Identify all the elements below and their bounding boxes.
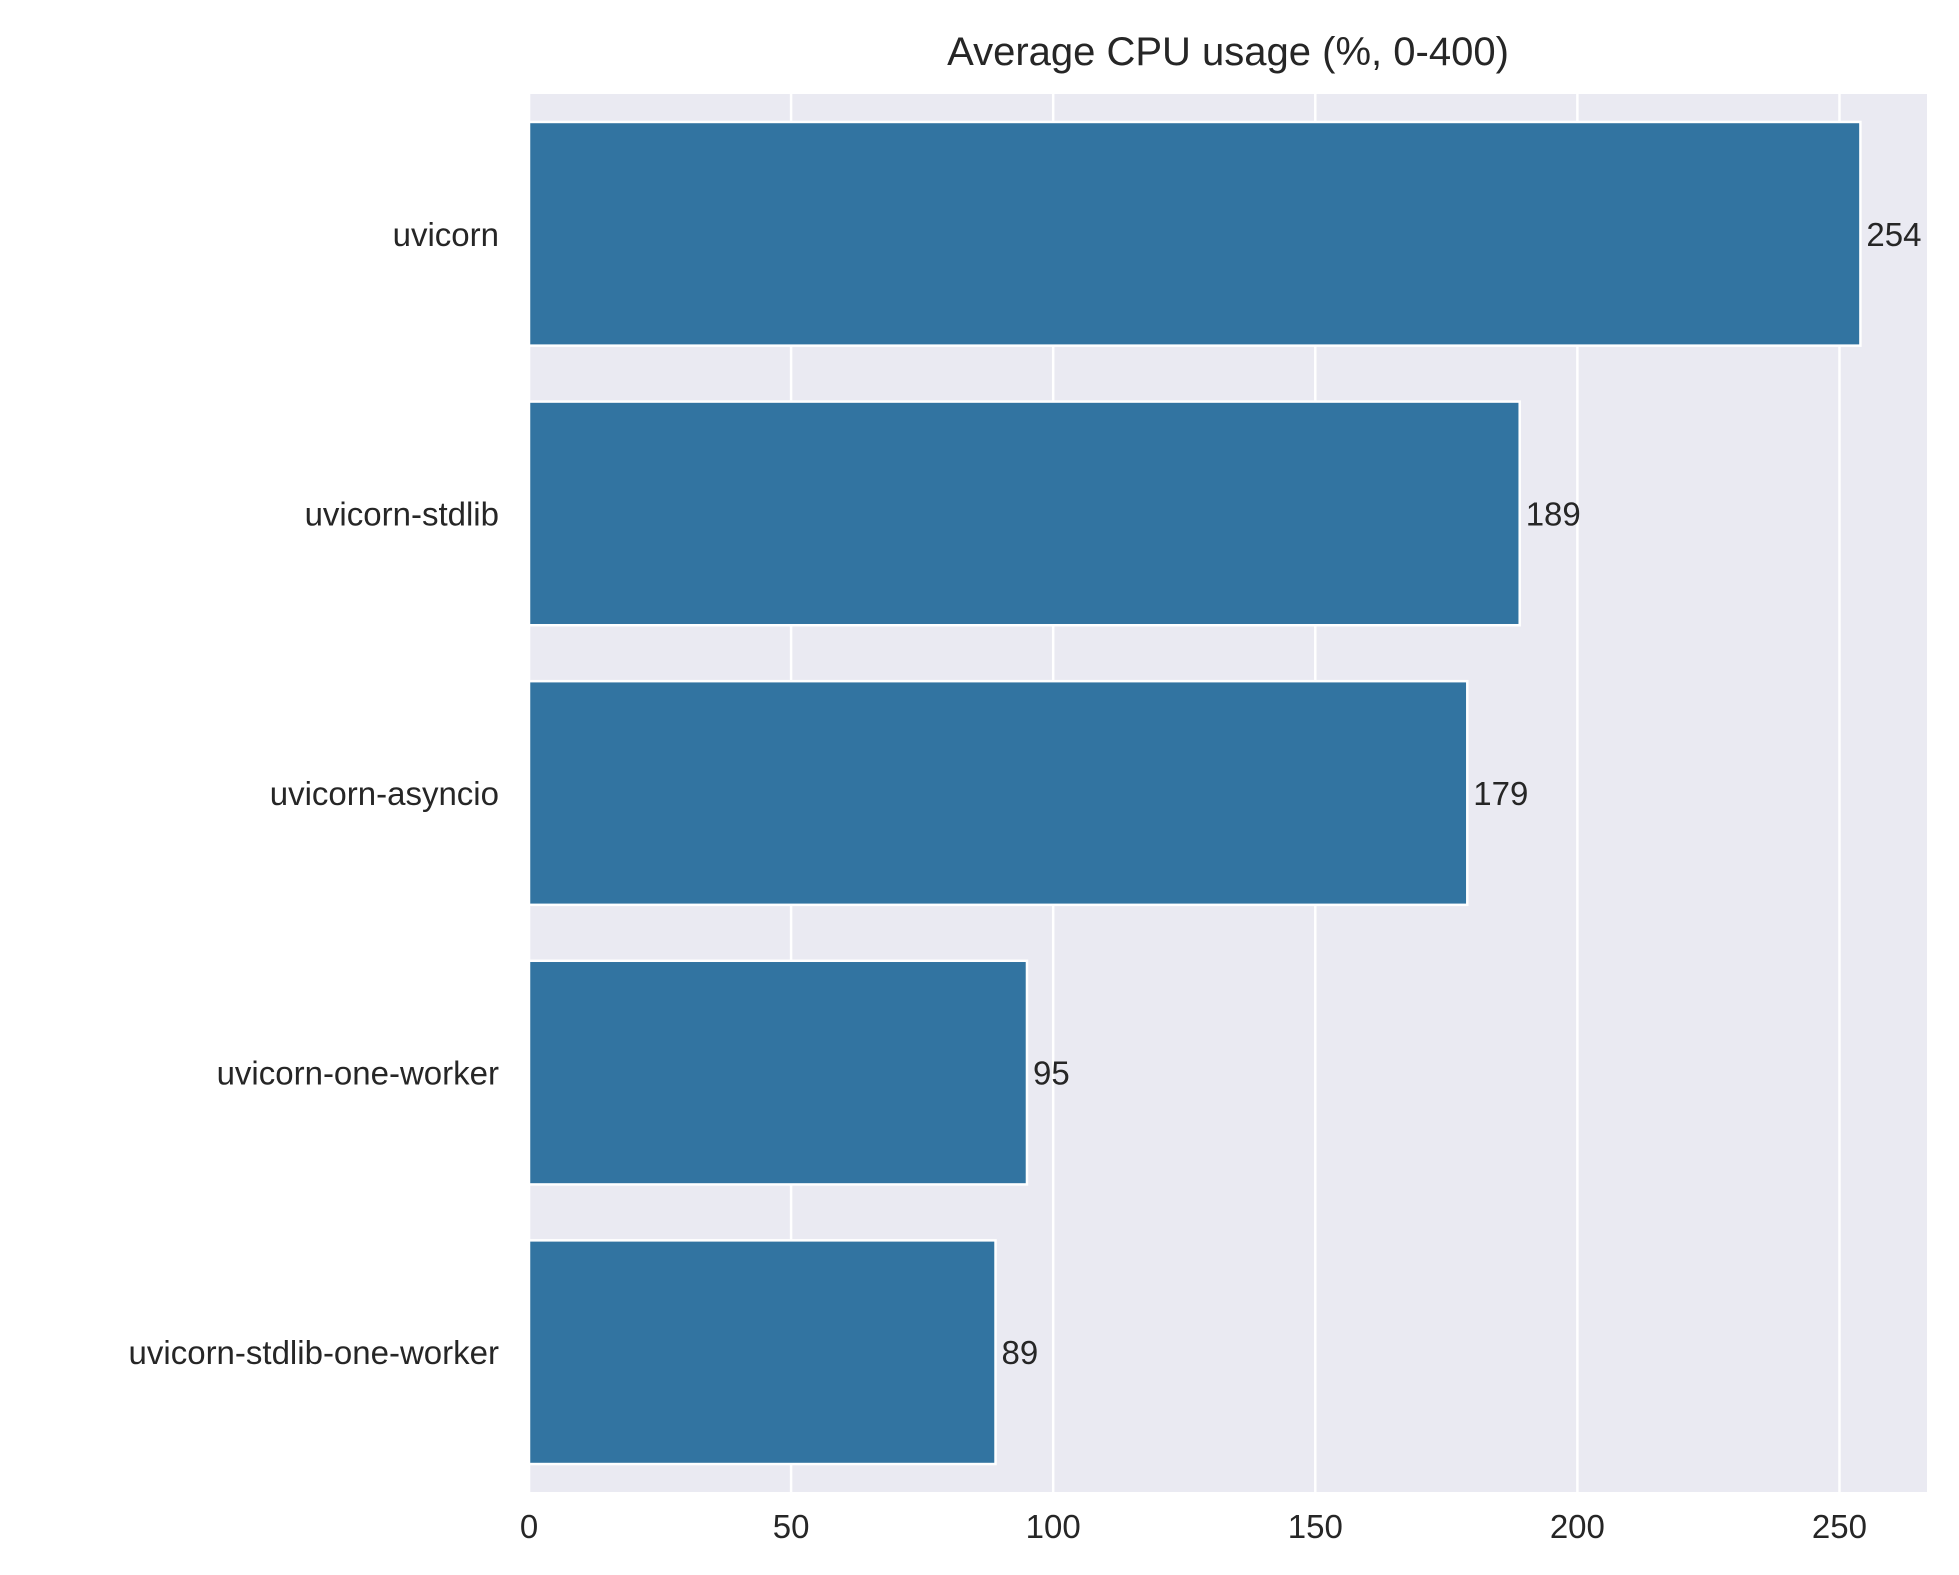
y-category-label: uvicorn-stdlib xyxy=(305,495,499,532)
bar-value-label: 95 xyxy=(1033,1055,1070,1092)
x-tick-label: 100 xyxy=(1026,1508,1081,1545)
data-labels: 254 189 179 95 89 xyxy=(1002,216,1922,1371)
bar xyxy=(527,1239,997,1466)
x-axis-ticks: 0 50 100 150 200 250 xyxy=(520,1508,1867,1545)
x-tick-label: 150 xyxy=(1288,1508,1343,1545)
y-category-label: uvicorn-stdlib-one-worker xyxy=(129,1334,499,1371)
category-labels: uvicorn uvicorn-stdlib uvicorn-asyncio uvic… xyxy=(129,216,499,1371)
x-tick-label: 200 xyxy=(1550,1508,1605,1545)
bar xyxy=(527,959,1029,1186)
y-category-label: uvicorn xyxy=(393,216,499,253)
bar-value-label: 89 xyxy=(1002,1334,1039,1371)
y-category-label: uvicorn-asyncio xyxy=(270,775,499,812)
bar-value-label: 179 xyxy=(1473,775,1528,812)
bar-value-label: 189 xyxy=(1526,495,1581,532)
bar xyxy=(527,400,1521,627)
bar xyxy=(527,679,1469,907)
bar xyxy=(527,120,1862,347)
bars xyxy=(527,120,1862,1466)
x-tick-label: 0 xyxy=(520,1508,538,1545)
x-tick-label: 250 xyxy=(1812,1508,1867,1545)
x-tick-label: 50 xyxy=(773,1508,810,1545)
chart-title: Average CPU usage (%, 0-400) xyxy=(947,30,1509,74)
y-category-label: uvicorn-one-worker xyxy=(217,1055,499,1092)
bar-value-label: 254 xyxy=(1866,216,1921,253)
